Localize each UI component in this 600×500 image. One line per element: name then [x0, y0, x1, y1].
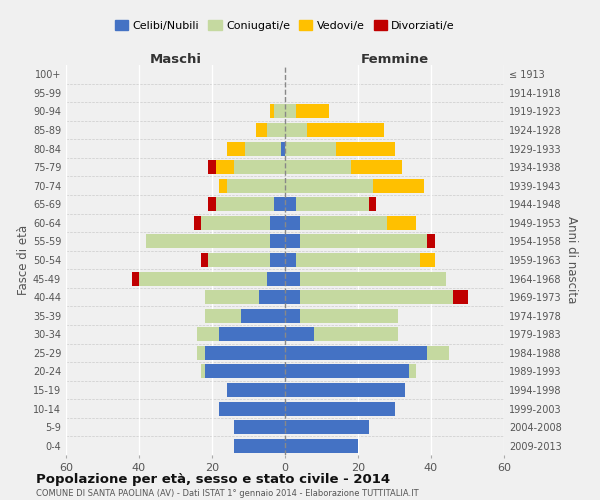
Bar [201, 216, 271, 230]
Bar [299, 290, 453, 304]
Bar [220, 328, 285, 342]
Bar [285, 216, 299, 230]
Bar [285, 272, 299, 285]
Bar [201, 364, 205, 378]
Bar [227, 383, 285, 397]
Bar [285, 104, 296, 118]
Bar [373, 179, 424, 192]
Bar [220, 402, 285, 415]
Y-axis label: Anni di nascita: Anni di nascita [565, 216, 578, 304]
Bar [285, 402, 395, 415]
Bar [205, 290, 259, 304]
Bar [285, 198, 296, 211]
Bar [285, 290, 299, 304]
Bar [427, 346, 449, 360]
Bar [220, 179, 227, 192]
Bar [285, 439, 358, 452]
Bar [208, 160, 215, 174]
Bar [267, 272, 285, 285]
Bar [271, 104, 274, 118]
Bar [285, 234, 299, 248]
Text: Popolazione per età, sesso e stato civile - 2014: Popolazione per età, sesso e stato civil… [36, 472, 390, 486]
Bar [285, 309, 299, 322]
Bar [285, 142, 336, 156]
Bar [274, 104, 285, 118]
Bar [139, 272, 267, 285]
Bar [299, 272, 446, 285]
Bar [296, 198, 369, 211]
Y-axis label: Fasce di età: Fasce di età [17, 225, 30, 295]
Bar [215, 198, 274, 211]
Bar [369, 198, 376, 211]
Text: COMUNE DI SANTA PAOLINA (AV) - Dati ISTAT 1° gennaio 2014 - Elaborazione TUTTITA: COMUNE DI SANTA PAOLINA (AV) - Dati ISTA… [36, 489, 419, 498]
Bar [281, 142, 285, 156]
Bar [285, 364, 409, 378]
Bar [241, 309, 285, 322]
Bar [146, 234, 271, 248]
Bar [271, 253, 285, 267]
Bar [285, 179, 373, 192]
Bar [259, 290, 285, 304]
Bar [387, 216, 416, 230]
Bar [132, 272, 139, 285]
Bar [208, 253, 271, 267]
Text: Femmine: Femmine [361, 53, 428, 66]
Bar [227, 142, 245, 156]
Bar [314, 328, 398, 342]
Bar [285, 160, 350, 174]
Bar [299, 234, 427, 248]
Bar [307, 123, 383, 137]
Bar [350, 160, 402, 174]
Bar [299, 309, 398, 322]
Bar [296, 253, 420, 267]
Bar [227, 179, 285, 192]
Bar [285, 346, 427, 360]
Bar [197, 328, 220, 342]
Bar [285, 253, 296, 267]
Bar [194, 216, 201, 230]
Bar [271, 216, 285, 230]
Text: Maschi: Maschi [149, 53, 202, 66]
Bar [205, 364, 285, 378]
Legend: Celibi/Nubili, Coniugati/e, Vedovi/e, Divorziati/e: Celibi/Nubili, Coniugati/e, Vedovi/e, Di… [110, 16, 460, 36]
Bar [285, 328, 314, 342]
Bar [271, 234, 285, 248]
Bar [197, 346, 205, 360]
Bar [420, 253, 434, 267]
Bar [285, 383, 406, 397]
Bar [245, 142, 281, 156]
Bar [205, 346, 285, 360]
Bar [427, 234, 434, 248]
Bar [296, 104, 329, 118]
Bar [267, 123, 285, 137]
Bar [285, 420, 369, 434]
Bar [234, 160, 285, 174]
Bar [205, 309, 241, 322]
Bar [208, 198, 215, 211]
Bar [234, 439, 285, 452]
Bar [201, 253, 208, 267]
Bar [453, 290, 467, 304]
Bar [336, 142, 395, 156]
Bar [234, 420, 285, 434]
Bar [285, 123, 307, 137]
Bar [256, 123, 267, 137]
Bar [215, 160, 234, 174]
Bar [409, 364, 416, 378]
Bar [299, 216, 387, 230]
Bar [274, 198, 285, 211]
